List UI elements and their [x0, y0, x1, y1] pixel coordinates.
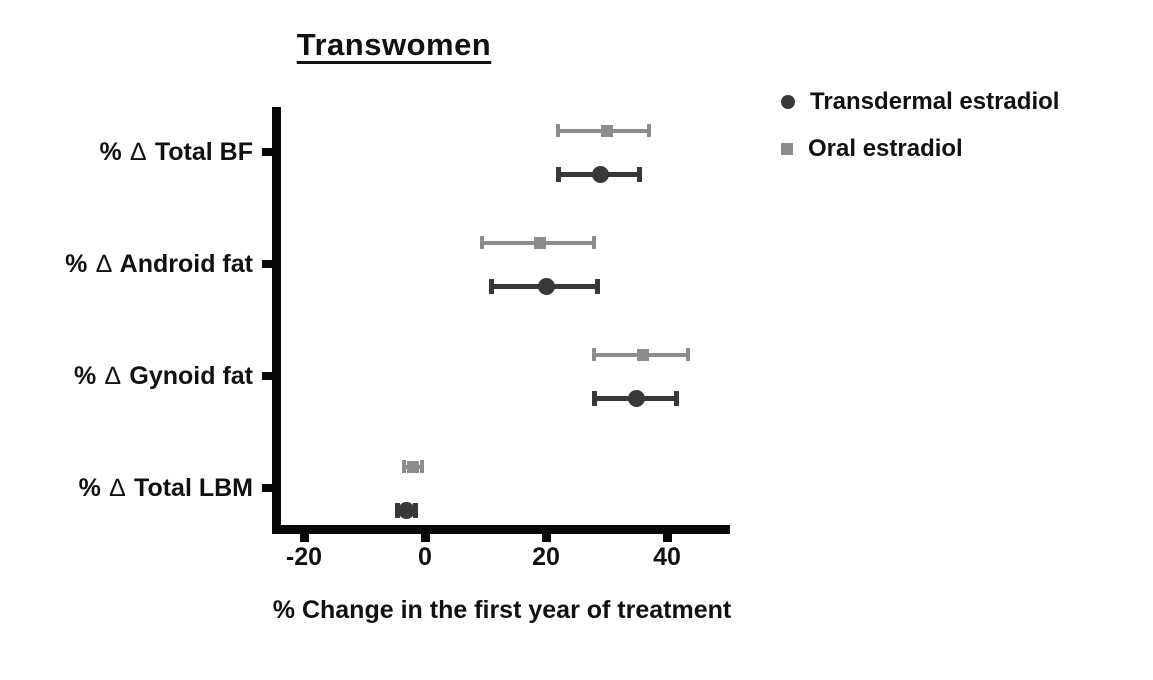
category-label: % ∆ Total LBM	[78, 473, 253, 502]
error-bar-cap-left	[480, 236, 485, 249]
y-tick	[262, 259, 272, 268]
error-bar-cap-left	[395, 503, 401, 518]
delta-symbol: ∆	[130, 137, 146, 166]
error-bar-cap-right	[594, 279, 600, 294]
data-point-square	[600, 124, 613, 137]
x-tick-label: -20	[285, 543, 323, 571]
circle-marker-icon	[781, 95, 795, 109]
y-tick	[262, 483, 272, 492]
chart-title: Transwomen	[296, 27, 492, 62]
data-point-circle	[398, 502, 416, 519]
error-bar-cap-left	[401, 460, 406, 473]
delta-symbol: ∆	[96, 249, 112, 278]
y-tick	[262, 147, 272, 156]
error-bar-cap-left	[489, 279, 495, 294]
y-axis-line	[272, 107, 281, 534]
legend-item-transdermal-estradiol: Transdermal estradiol	[781, 86, 1059, 118]
error-bar-cap-right	[646, 124, 651, 137]
data-point-circle	[591, 166, 609, 183]
y-tick	[262, 371, 272, 380]
error-bar-cap-right	[637, 167, 643, 182]
error-bar-cap-right	[673, 391, 679, 406]
error-bar-cap-left	[555, 167, 561, 182]
data-point-square	[406, 460, 419, 473]
error-bar-cap-right	[592, 236, 597, 249]
x-tick-label: 0	[418, 543, 432, 571]
x-tick	[299, 534, 309, 542]
category-label: % ∆ Android fat	[65, 249, 253, 278]
data-point-square	[636, 348, 649, 361]
data-point-circle	[537, 278, 555, 295]
x-tick-label: 40	[653, 543, 681, 571]
delta-symbol: ∆	[105, 361, 121, 390]
error-bar-cap-right	[686, 348, 691, 361]
error-bar-cap-left	[591, 391, 597, 406]
x-tick	[420, 534, 430, 542]
legend-label: Transdermal estradiol	[810, 88, 1060, 115]
legend: Transdermal estradiol Oral estradiol	[781, 86, 1059, 165]
legend-label: Oral estradiol	[808, 135, 963, 162]
error-bar-cap-right	[419, 460, 424, 473]
category-label: % ∆ Gynoid fat	[73, 361, 253, 390]
square-marker-icon	[781, 143, 793, 155]
x-tick	[662, 534, 672, 542]
x-axis-line	[272, 525, 730, 534]
error-bar-cap-left	[556, 124, 561, 137]
x-tick-label: 20	[532, 543, 560, 571]
category-label: % ∆ Total BF	[99, 137, 253, 166]
error-bar-cap-right	[413, 503, 419, 518]
data-point-square	[533, 236, 546, 249]
x-axis-title: % Change in the first year of treatment	[272, 596, 732, 624]
data-point-circle	[628, 390, 646, 407]
legend-item-oral-estradiol: Oral estradiol	[781, 133, 1059, 165]
x-tick	[541, 534, 551, 542]
error-bar-cap-left	[592, 348, 597, 361]
delta-symbol: ∆	[109, 473, 126, 502]
